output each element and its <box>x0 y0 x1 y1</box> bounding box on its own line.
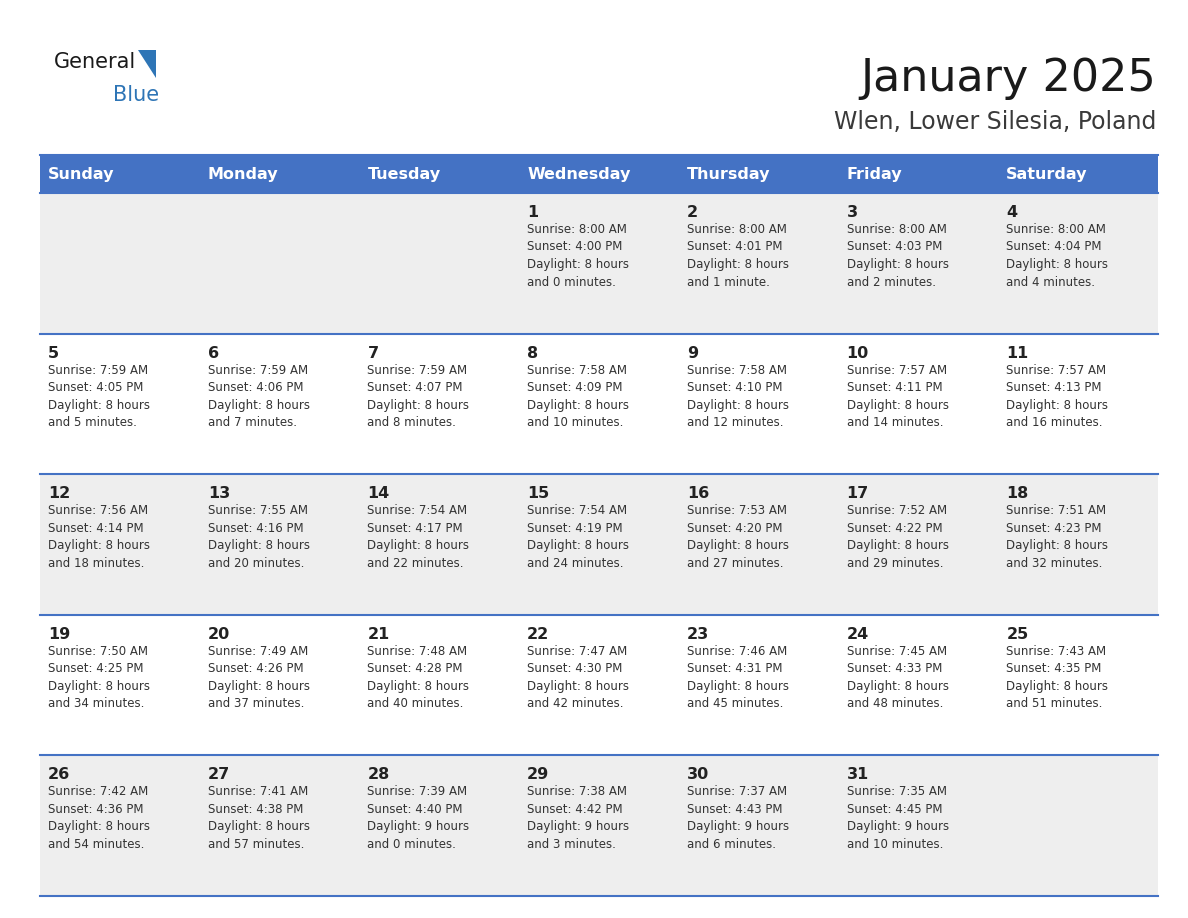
Bar <box>40 615 1158 756</box>
Text: Blue: Blue <box>113 85 159 105</box>
Text: Sunrise: 7:51 AM
Sunset: 4:23 PM
Daylight: 8 hours
and 32 minutes.: Sunrise: 7:51 AM Sunset: 4:23 PM Dayligh… <box>1006 504 1108 570</box>
Text: Sunrise: 8:00 AM
Sunset: 4:00 PM
Daylight: 8 hours
and 0 minutes.: Sunrise: 8:00 AM Sunset: 4:00 PM Dayligh… <box>527 223 630 288</box>
Text: Saturday: Saturday <box>1006 166 1088 182</box>
Text: Sunrise: 7:54 AM
Sunset: 4:19 PM
Daylight: 8 hours
and 24 minutes.: Sunrise: 7:54 AM Sunset: 4:19 PM Dayligh… <box>527 504 630 570</box>
Polygon shape <box>138 50 156 78</box>
Text: General: General <box>53 52 137 72</box>
Text: Sunrise: 7:56 AM
Sunset: 4:14 PM
Daylight: 8 hours
and 18 minutes.: Sunrise: 7:56 AM Sunset: 4:14 PM Dayligh… <box>48 504 150 570</box>
Text: 13: 13 <box>208 487 230 501</box>
Text: Sunrise: 7:45 AM
Sunset: 4:33 PM
Daylight: 8 hours
and 48 minutes.: Sunrise: 7:45 AM Sunset: 4:33 PM Dayligh… <box>847 644 948 711</box>
Text: Friday: Friday <box>847 166 902 182</box>
Text: Sunday: Sunday <box>48 166 114 182</box>
Bar <box>40 333 1158 475</box>
Text: 31: 31 <box>847 767 868 782</box>
Bar <box>360 155 519 193</box>
Text: 2: 2 <box>687 205 699 220</box>
Text: Monday: Monday <box>208 166 278 182</box>
Text: Sunrise: 7:58 AM
Sunset: 4:10 PM
Daylight: 8 hours
and 12 minutes.: Sunrise: 7:58 AM Sunset: 4:10 PM Dayligh… <box>687 364 789 429</box>
Text: Sunrise: 7:39 AM
Sunset: 4:40 PM
Daylight: 9 hours
and 0 minutes.: Sunrise: 7:39 AM Sunset: 4:40 PM Dayligh… <box>367 786 469 851</box>
Bar <box>40 193 1158 333</box>
Text: 9: 9 <box>687 345 699 361</box>
Bar <box>200 155 360 193</box>
Bar <box>40 155 200 193</box>
Text: Sunrise: 7:37 AM
Sunset: 4:43 PM
Daylight: 9 hours
and 6 minutes.: Sunrise: 7:37 AM Sunset: 4:43 PM Dayligh… <box>687 786 789 851</box>
Text: Sunrise: 7:42 AM
Sunset: 4:36 PM
Daylight: 8 hours
and 54 minutes.: Sunrise: 7:42 AM Sunset: 4:36 PM Dayligh… <box>48 786 150 851</box>
Text: Sunrise: 7:59 AM
Sunset: 4:07 PM
Daylight: 8 hours
and 8 minutes.: Sunrise: 7:59 AM Sunset: 4:07 PM Dayligh… <box>367 364 469 429</box>
Text: 15: 15 <box>527 487 549 501</box>
Text: Sunrise: 7:57 AM
Sunset: 4:11 PM
Daylight: 8 hours
and 14 minutes.: Sunrise: 7:57 AM Sunset: 4:11 PM Dayligh… <box>847 364 948 429</box>
Text: 19: 19 <box>48 627 70 642</box>
Text: 27: 27 <box>208 767 230 782</box>
Text: Sunrise: 7:38 AM
Sunset: 4:42 PM
Daylight: 9 hours
and 3 minutes.: Sunrise: 7:38 AM Sunset: 4:42 PM Dayligh… <box>527 786 630 851</box>
Text: 29: 29 <box>527 767 549 782</box>
Text: Sunrise: 8:00 AM
Sunset: 4:03 PM
Daylight: 8 hours
and 2 minutes.: Sunrise: 8:00 AM Sunset: 4:03 PM Dayligh… <box>847 223 948 288</box>
Text: 18: 18 <box>1006 487 1029 501</box>
Bar <box>998 155 1158 193</box>
Text: 22: 22 <box>527 627 549 642</box>
Text: 20: 20 <box>208 627 230 642</box>
Text: 10: 10 <box>847 345 868 361</box>
Text: 11: 11 <box>1006 345 1029 361</box>
Text: 1: 1 <box>527 205 538 220</box>
Bar <box>519 155 678 193</box>
Text: 14: 14 <box>367 487 390 501</box>
Text: 30: 30 <box>687 767 709 782</box>
Text: Sunrise: 8:00 AM
Sunset: 4:04 PM
Daylight: 8 hours
and 4 minutes.: Sunrise: 8:00 AM Sunset: 4:04 PM Dayligh… <box>1006 223 1108 288</box>
Text: 16: 16 <box>687 487 709 501</box>
Bar <box>40 475 1158 615</box>
Text: Sunrise: 7:57 AM
Sunset: 4:13 PM
Daylight: 8 hours
and 16 minutes.: Sunrise: 7:57 AM Sunset: 4:13 PM Dayligh… <box>1006 364 1108 429</box>
Text: Sunrise: 7:41 AM
Sunset: 4:38 PM
Daylight: 8 hours
and 57 minutes.: Sunrise: 7:41 AM Sunset: 4:38 PM Dayligh… <box>208 786 310 851</box>
Text: Sunrise: 7:35 AM
Sunset: 4:45 PM
Daylight: 9 hours
and 10 minutes.: Sunrise: 7:35 AM Sunset: 4:45 PM Dayligh… <box>847 786 949 851</box>
Text: 6: 6 <box>208 345 219 361</box>
Text: 24: 24 <box>847 627 868 642</box>
Text: Sunrise: 7:52 AM
Sunset: 4:22 PM
Daylight: 8 hours
and 29 minutes.: Sunrise: 7:52 AM Sunset: 4:22 PM Dayligh… <box>847 504 948 570</box>
Text: 25: 25 <box>1006 627 1029 642</box>
Text: Sunrise: 7:48 AM
Sunset: 4:28 PM
Daylight: 8 hours
and 40 minutes.: Sunrise: 7:48 AM Sunset: 4:28 PM Dayligh… <box>367 644 469 711</box>
Text: Sunrise: 7:43 AM
Sunset: 4:35 PM
Daylight: 8 hours
and 51 minutes.: Sunrise: 7:43 AM Sunset: 4:35 PM Dayligh… <box>1006 644 1108 711</box>
Text: Wlen, Lower Silesia, Poland: Wlen, Lower Silesia, Poland <box>834 110 1156 134</box>
Bar <box>40 756 1158 896</box>
Text: 4: 4 <box>1006 205 1017 220</box>
Text: Sunrise: 8:00 AM
Sunset: 4:01 PM
Daylight: 8 hours
and 1 minute.: Sunrise: 8:00 AM Sunset: 4:01 PM Dayligh… <box>687 223 789 288</box>
Text: Sunrise: 7:54 AM
Sunset: 4:17 PM
Daylight: 8 hours
and 22 minutes.: Sunrise: 7:54 AM Sunset: 4:17 PM Dayligh… <box>367 504 469 570</box>
Text: 28: 28 <box>367 767 390 782</box>
Text: Sunrise: 7:47 AM
Sunset: 4:30 PM
Daylight: 8 hours
and 42 minutes.: Sunrise: 7:47 AM Sunset: 4:30 PM Dayligh… <box>527 644 630 711</box>
Text: Thursday: Thursday <box>687 166 770 182</box>
Text: Sunrise: 7:53 AM
Sunset: 4:20 PM
Daylight: 8 hours
and 27 minutes.: Sunrise: 7:53 AM Sunset: 4:20 PM Dayligh… <box>687 504 789 570</box>
Text: 7: 7 <box>367 345 379 361</box>
Text: Sunrise: 7:49 AM
Sunset: 4:26 PM
Daylight: 8 hours
and 37 minutes.: Sunrise: 7:49 AM Sunset: 4:26 PM Dayligh… <box>208 644 310 711</box>
Bar <box>678 155 839 193</box>
Text: Wednesday: Wednesday <box>527 166 631 182</box>
Text: 23: 23 <box>687 627 709 642</box>
Text: Sunrise: 7:59 AM
Sunset: 4:05 PM
Daylight: 8 hours
and 5 minutes.: Sunrise: 7:59 AM Sunset: 4:05 PM Dayligh… <box>48 364 150 429</box>
Text: 26: 26 <box>48 767 70 782</box>
Text: 5: 5 <box>48 345 59 361</box>
Text: 3: 3 <box>847 205 858 220</box>
Text: Sunrise: 7:50 AM
Sunset: 4:25 PM
Daylight: 8 hours
and 34 minutes.: Sunrise: 7:50 AM Sunset: 4:25 PM Dayligh… <box>48 644 150 711</box>
Text: Sunrise: 7:59 AM
Sunset: 4:06 PM
Daylight: 8 hours
and 7 minutes.: Sunrise: 7:59 AM Sunset: 4:06 PM Dayligh… <box>208 364 310 429</box>
Text: Tuesday: Tuesday <box>367 166 441 182</box>
Text: 12: 12 <box>48 487 70 501</box>
Text: Sunrise: 7:58 AM
Sunset: 4:09 PM
Daylight: 8 hours
and 10 minutes.: Sunrise: 7:58 AM Sunset: 4:09 PM Dayligh… <box>527 364 630 429</box>
Text: Sunrise: 7:46 AM
Sunset: 4:31 PM
Daylight: 8 hours
and 45 minutes.: Sunrise: 7:46 AM Sunset: 4:31 PM Dayligh… <box>687 644 789 711</box>
Text: 21: 21 <box>367 627 390 642</box>
Text: 8: 8 <box>527 345 538 361</box>
Text: Sunrise: 7:55 AM
Sunset: 4:16 PM
Daylight: 8 hours
and 20 minutes.: Sunrise: 7:55 AM Sunset: 4:16 PM Dayligh… <box>208 504 310 570</box>
Text: 17: 17 <box>847 487 868 501</box>
Bar <box>839 155 998 193</box>
Text: January 2025: January 2025 <box>860 57 1156 99</box>
